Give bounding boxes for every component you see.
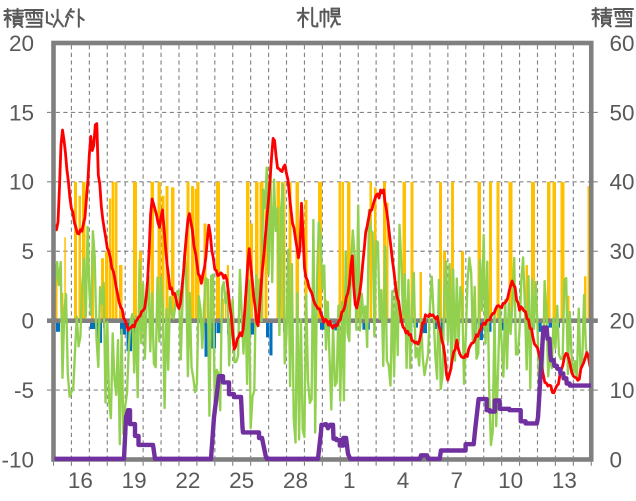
svg-text:16: 16 bbox=[68, 468, 93, 493]
svg-text:-5: -5 bbox=[14, 378, 34, 403]
svg-text:60: 60 bbox=[610, 31, 635, 56]
svg-text:5: 5 bbox=[21, 239, 34, 264]
svg-text:40: 40 bbox=[610, 170, 635, 195]
svg-text:30: 30 bbox=[610, 239, 635, 264]
svg-text:10: 10 bbox=[498, 468, 523, 493]
svg-text:19: 19 bbox=[122, 468, 147, 493]
svg-text:22: 22 bbox=[175, 468, 200, 493]
svg-text:10: 10 bbox=[610, 378, 635, 403]
svg-text:0: 0 bbox=[21, 309, 34, 334]
svg-text:20: 20 bbox=[9, 31, 34, 56]
svg-text:25: 25 bbox=[229, 468, 254, 493]
svg-text:7: 7 bbox=[451, 468, 464, 493]
svg-text:20: 20 bbox=[610, 309, 635, 334]
svg-text:13: 13 bbox=[552, 468, 577, 493]
svg-text:15: 15 bbox=[9, 100, 34, 125]
svg-text:50: 50 bbox=[610, 100, 635, 125]
svg-text:4: 4 bbox=[397, 468, 410, 493]
svg-text:1: 1 bbox=[343, 468, 356, 493]
svg-text:28: 28 bbox=[283, 468, 308, 493]
svg-text:0: 0 bbox=[610, 447, 623, 472]
svg-text:10: 10 bbox=[9, 170, 34, 195]
svg-text:-10: -10 bbox=[1, 447, 34, 472]
